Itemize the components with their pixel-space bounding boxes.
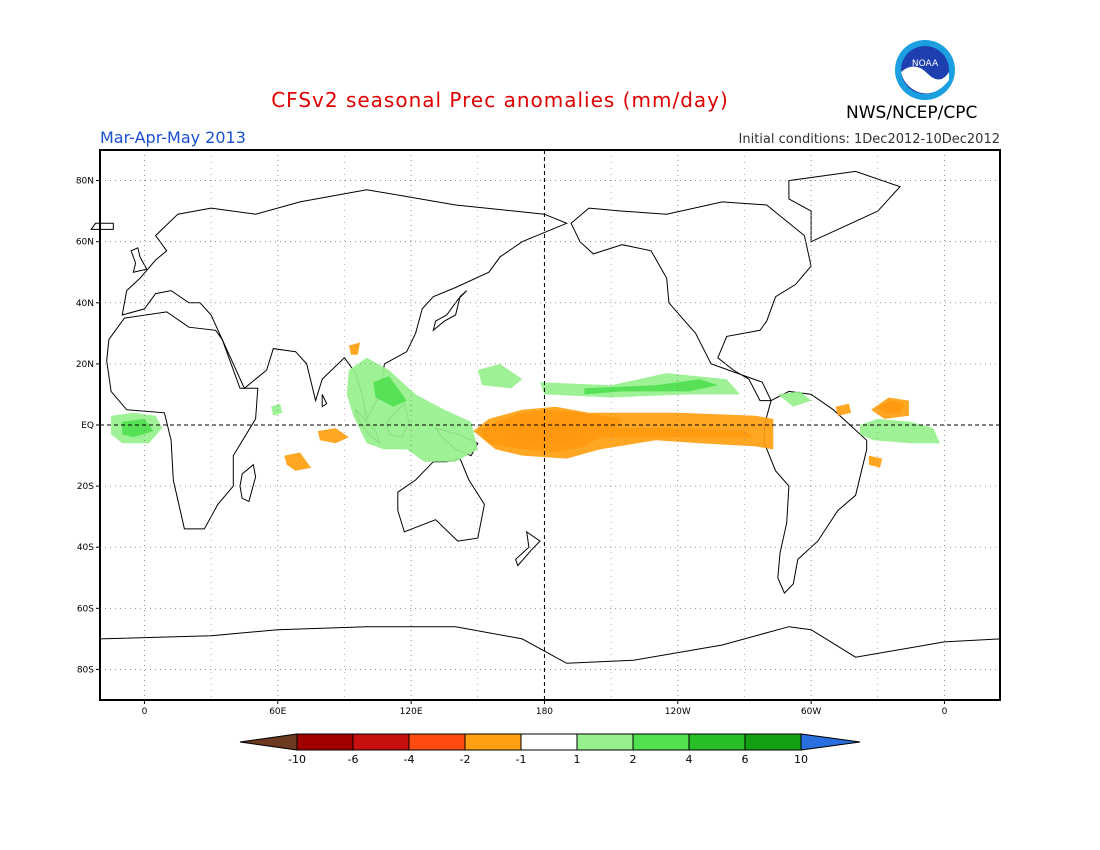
colorbar-max-arrow [800, 733, 861, 751]
noaa-logo-text: NOAA [912, 59, 939, 69]
colorbar-min-arrow [239, 733, 298, 751]
colorbar-swatch [632, 733, 690, 751]
anomaly-indian-ocean-green [271, 403, 283, 416]
coastline-sri-lanka [321, 394, 328, 408]
colorbar-label: 4 [686, 753, 693, 766]
chart-title: CFSv2 seasonal Prec anomalies (mm/day) [271, 88, 729, 112]
lon-tick-label: 60W [801, 707, 821, 717]
colorbar-label: -6 [348, 753, 359, 766]
lat-tick-label: 40S [77, 543, 94, 553]
anomaly-equatorial-pacific-weak [473, 406, 774, 459]
anomaly-indian-ocean-south [317, 428, 349, 444]
season-label: Mar-Apr-May 2013 [100, 128, 246, 147]
colorbar-label: 6 [742, 753, 749, 766]
anomaly-africa-west-strong [122, 418, 154, 438]
anomaly-bay-of-bengal [348, 342, 360, 355]
colorbar-swatch [408, 733, 466, 751]
lon-tick-label: 120E [400, 707, 423, 717]
anomaly-philippine-strong [373, 376, 407, 407]
lon-tick-label: 0 [942, 707, 948, 717]
colorbar-swatch [520, 733, 578, 751]
lat-tick-label: 20N [76, 360, 94, 370]
lat-tick-label: EQ [81, 421, 94, 431]
colorbar-swatch [464, 733, 522, 751]
colorbar-label: -2 [460, 753, 471, 766]
initial-conditions-label: Initial conditions: 1Dec2012-10Dec2012 [738, 132, 1000, 147]
colorbar-swatch [688, 733, 746, 751]
anomaly-western-pacific-north [477, 363, 523, 389]
lat-tick-label: 80S [77, 665, 94, 675]
coastline-africa [106, 311, 259, 530]
lat-tick-label: 60N [76, 238, 94, 248]
lat-tick-label: 20S [77, 482, 94, 492]
colorbar-label: -10 [288, 753, 306, 766]
agency-label: NWS/NCEP/CPC [846, 103, 978, 123]
colorbar-label: -4 [404, 753, 415, 766]
lat-tick-label: 60S [77, 604, 94, 614]
coastline-north-america [570, 201, 812, 402]
anomaly-amazon-north-green [777, 391, 812, 407]
lon-tick-label: 180 [536, 707, 553, 717]
map-area: 0 60E 120E 180 120W 60W 0 80N 60N 40N 20N EQ 20S 40S… [76, 149, 1001, 717]
lon-tick-label: 120W [665, 707, 691, 717]
lat-ticks: 80N 60N 40N 20N EQ 20S 40S 60S 80S [76, 177, 100, 675]
noaa-logo: NOAA [895, 40, 955, 100]
coastline-uk [130, 247, 148, 273]
colorbar-label: 10 [794, 753, 808, 766]
colorbar-swatch [352, 733, 410, 751]
anomaly-south-atlantic-dry [868, 455, 883, 468]
grid-layer [100, 150, 1000, 700]
anomaly-east-atlantic-weak [871, 397, 909, 419]
colorbar: -10 -6 -4 -2 -1 1 2 4 6 10 [239, 733, 861, 766]
lon-ticks: 0 60E 120E 180 120W 60W 0 [142, 700, 948, 717]
lat-tick-label: 80N [76, 177, 94, 187]
lat-tick-label: 40N [76, 299, 94, 309]
colorbar-swatch [296, 733, 354, 751]
colorbar-label: 1 [574, 753, 581, 766]
anomaly-madagascar-east [284, 452, 312, 471]
coastline-japan [432, 290, 468, 332]
colorbar-label: 2 [630, 753, 637, 766]
lon-tick-label: 0 [142, 707, 148, 717]
coastline-new-zealand [515, 530, 541, 567]
anomaly-caribbean-dry [835, 403, 852, 416]
colorbar-label: -1 [516, 753, 527, 766]
lon-tick-label: 60E [269, 707, 286, 717]
anomaly-northeast-pacific-strong [584, 379, 718, 395]
coastline-iceland [90, 222, 114, 230]
coastline-greenland [788, 170, 901, 243]
colorbar-swatch [744, 733, 802, 751]
colorbar-swatch [576, 733, 634, 751]
